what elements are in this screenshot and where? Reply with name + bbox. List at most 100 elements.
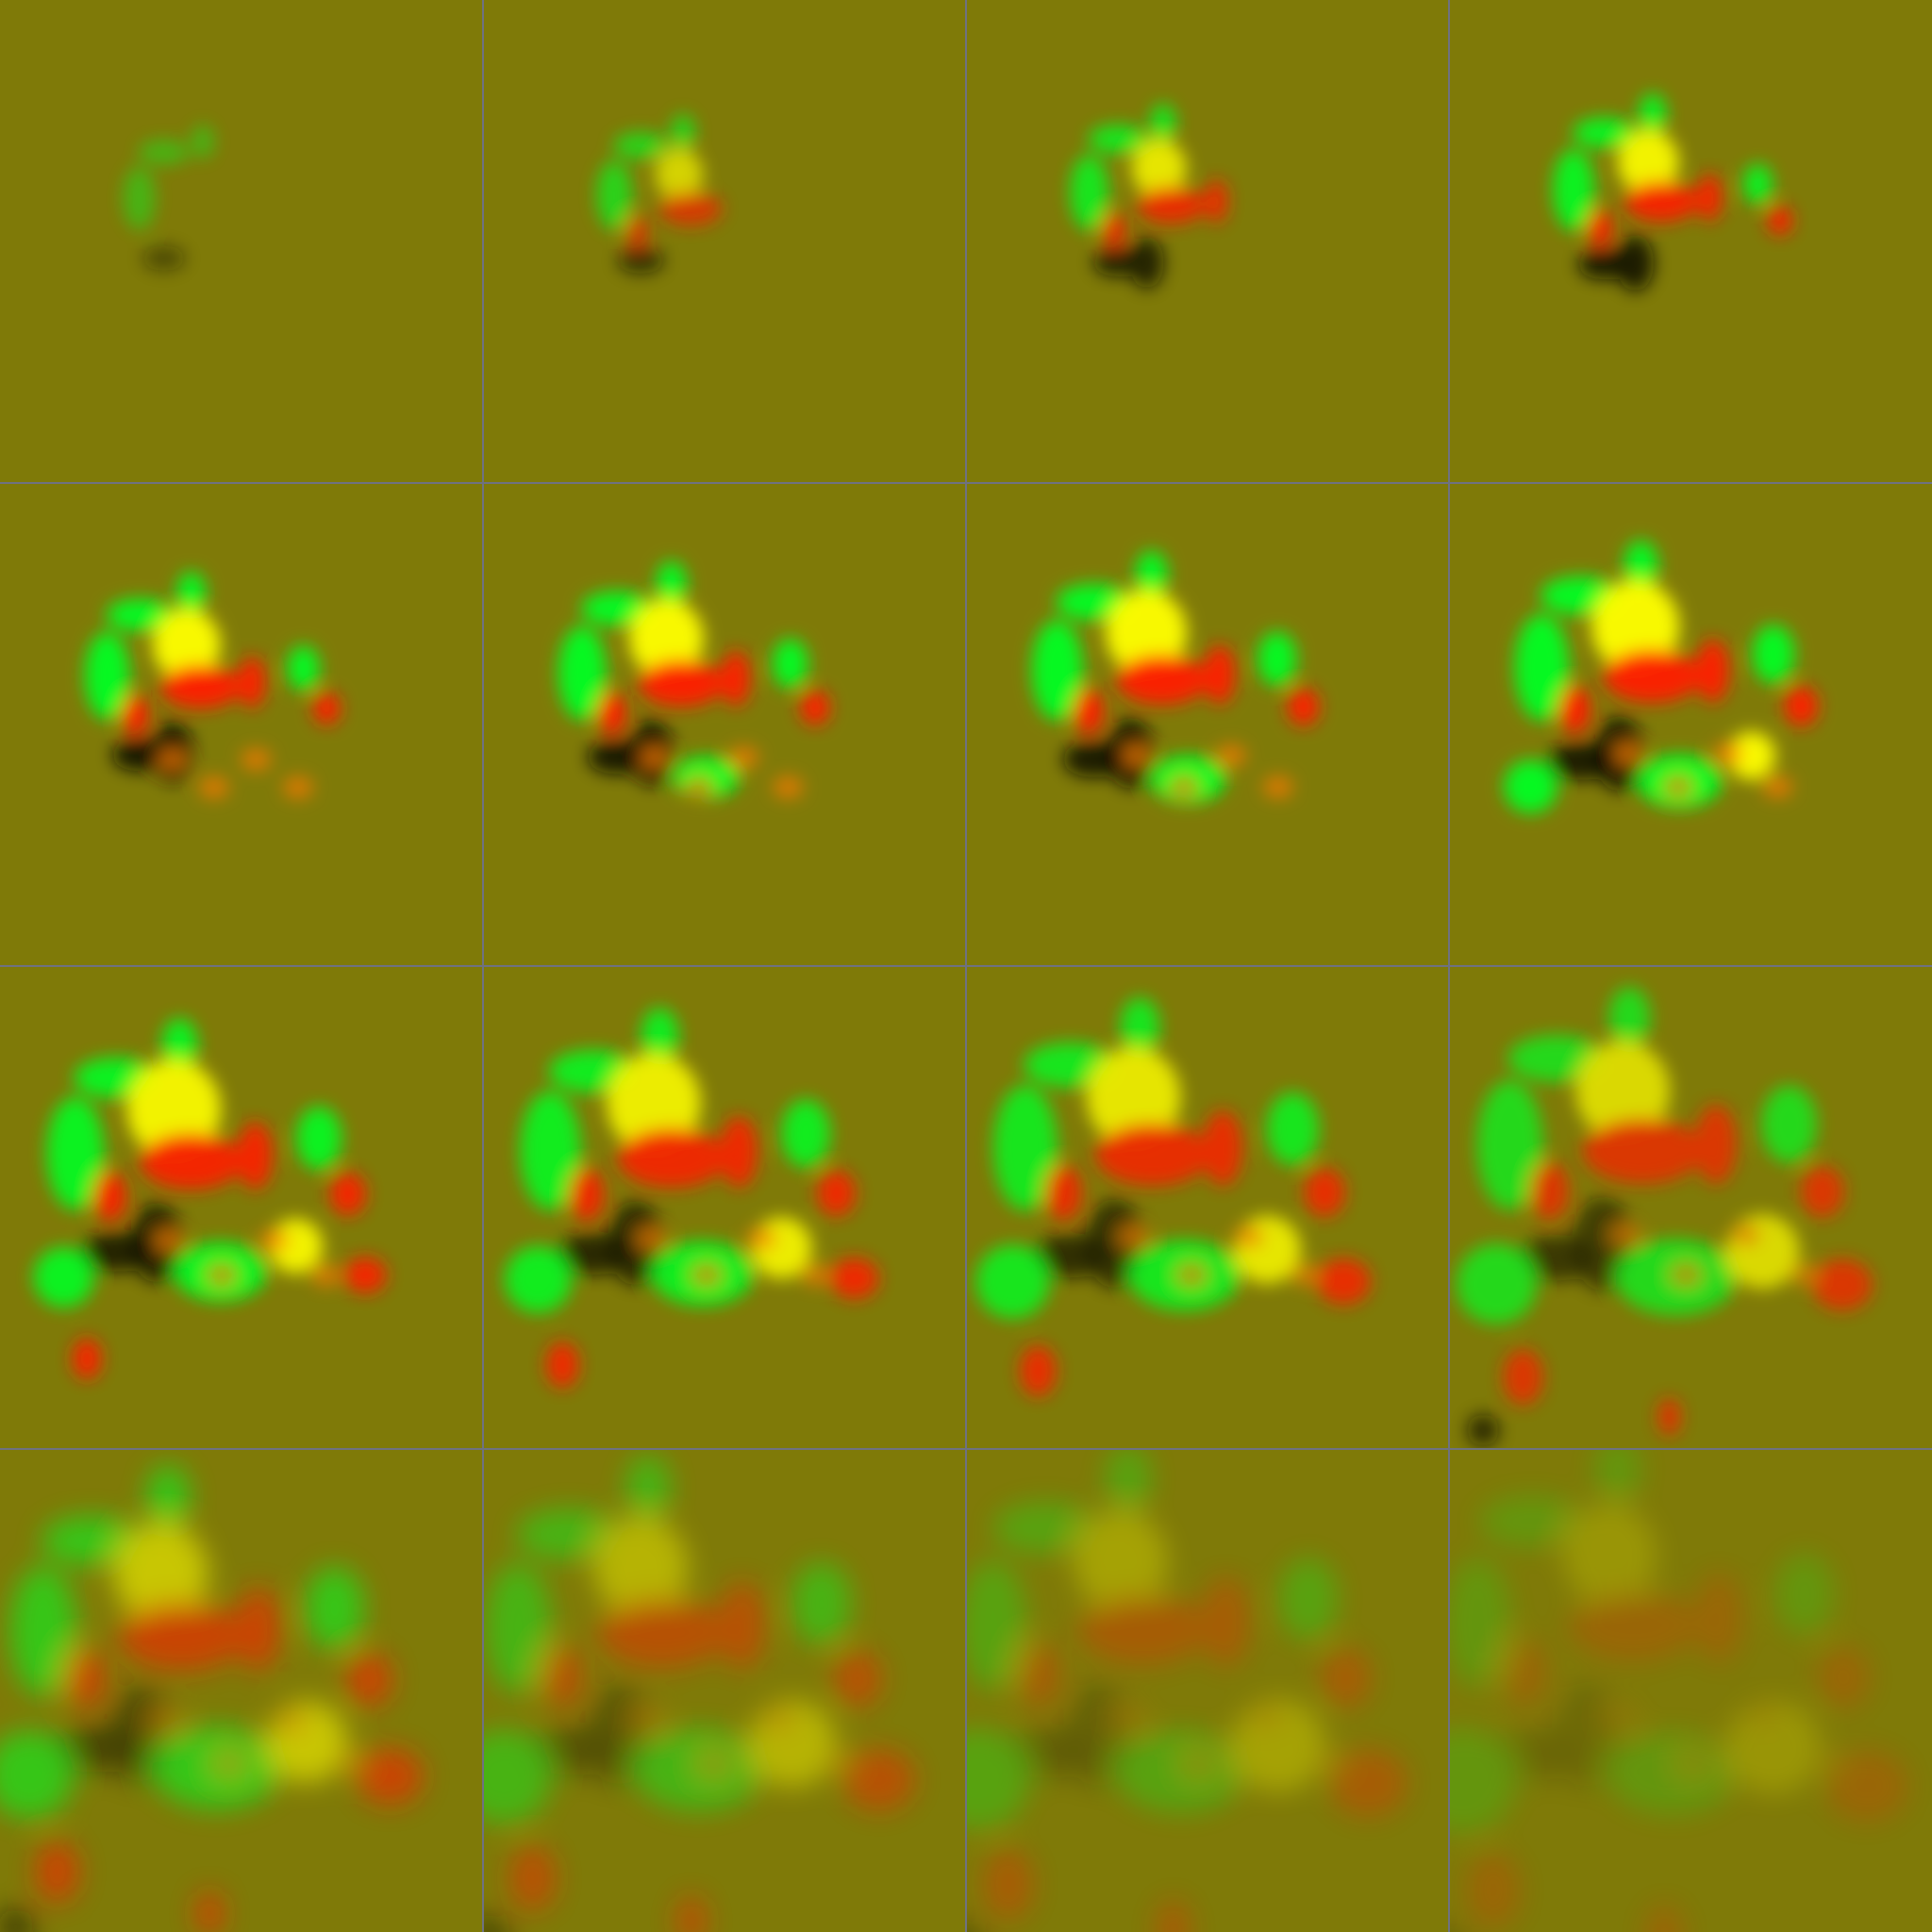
blob-positive — [1131, 139, 1187, 197]
blob-positive — [1562, 1506, 1657, 1606]
slice-panel-8 — [1449, 483, 1932, 966]
blob-red — [1115, 655, 1208, 706]
blob-green — [1608, 987, 1651, 1049]
blob-green — [1257, 631, 1297, 687]
blob-orange — [1762, 775, 1793, 799]
blob-red — [1204, 644, 1236, 705]
blob-red — [1203, 1109, 1243, 1186]
blob-positive — [152, 608, 221, 681]
blob-positive — [266, 1701, 348, 1783]
blob-orange — [1748, 1705, 1779, 1727]
blob-red — [1767, 206, 1792, 236]
blob-red — [35, 1840, 79, 1903]
blob-orange — [773, 775, 804, 799]
blob-dark — [1551, 1681, 1623, 1788]
blob-green — [1115, 1730, 1246, 1813]
blob-positive — [1575, 1041, 1671, 1141]
blob-orange — [1730, 1224, 1761, 1246]
blob-orange — [691, 1263, 723, 1287]
slice-panel-14 — [483, 1449, 966, 1932]
blob-red — [1695, 639, 1730, 703]
blob-red — [238, 656, 266, 708]
blob-green — [1476, 1079, 1543, 1210]
blob-green — [1150, 103, 1176, 143]
blob-red — [1645, 1904, 1684, 1932]
blob-orange — [746, 1227, 777, 1250]
blob-orange — [258, 1229, 290, 1252]
blob-red — [597, 691, 627, 735]
blob-red — [1695, 1573, 1743, 1663]
blob-red — [1316, 1257, 1372, 1306]
blob-red — [1582, 1117, 1704, 1184]
blob-red — [658, 192, 723, 226]
blob-red — [982, 1848, 1034, 1920]
blob-green — [975, 1244, 1050, 1319]
blob-orange — [207, 1263, 238, 1287]
blob-green — [1761, 1085, 1817, 1163]
blob-orange — [282, 775, 313, 799]
blob-positive — [1105, 590, 1188, 675]
blob-positive — [113, 1524, 208, 1624]
slice-panel-12 — [1449, 966, 1932, 1449]
blob-green — [791, 1562, 851, 1645]
blob-green — [106, 598, 175, 632]
blob-red — [1329, 1749, 1407, 1817]
blob-red — [160, 664, 242, 709]
blob-green — [520, 1091, 581, 1210]
blob-orange — [1122, 744, 1152, 767]
blob-green — [625, 1455, 671, 1522]
blob-red — [237, 1122, 274, 1190]
blob-green — [772, 638, 808, 689]
blob-red — [569, 1167, 605, 1222]
blob-green — [966, 1728, 1029, 1830]
slice-panel-16 — [1449, 1449, 1932, 1932]
blob-green — [516, 1508, 622, 1560]
blob-orange — [1116, 1707, 1147, 1729]
blob-green — [1266, 1092, 1319, 1166]
blob-green — [1607, 1732, 1738, 1815]
blob-positive — [593, 1518, 689, 1618]
blob-green — [46, 1096, 105, 1210]
blob-red — [617, 1127, 727, 1189]
blob-red — [72, 1338, 102, 1380]
slice-panel-1 — [0, 0, 483, 483]
blob-orange — [310, 1263, 341, 1287]
blob-dark — [0, 1908, 35, 1932]
blob-red — [1137, 186, 1206, 225]
blob-red — [1568, 1590, 1699, 1661]
blob-green — [1573, 117, 1637, 149]
blob-positive — [1617, 129, 1679, 195]
blob-dark — [966, 1920, 985, 1932]
blob-orange — [764, 1708, 795, 1731]
blob-orange — [728, 746, 759, 769]
blob-green — [123, 166, 156, 230]
blob-red — [329, 1172, 367, 1216]
blob-green — [1278, 1557, 1339, 1641]
blob-green — [1752, 625, 1795, 684]
blob-positive — [1086, 1047, 1181, 1147]
blob-green — [192, 125, 214, 158]
blob-red — [816, 1170, 857, 1217]
blob-orange — [1818, 1751, 1849, 1774]
blob-red — [675, 1895, 708, 1932]
blob-red — [833, 1650, 882, 1707]
slice-panel-13 — [0, 1449, 483, 1932]
blob-orange — [637, 1227, 667, 1250]
blob-red — [1078, 1593, 1208, 1665]
blob-orange — [1119, 1225, 1150, 1248]
blob-green — [295, 1106, 342, 1171]
slice-panel-4 — [1449, 0, 1932, 483]
blob-orange — [241, 748, 272, 771]
blob-red — [1016, 1641, 1060, 1707]
slice-panel-3 — [966, 0, 1449, 483]
blob-red — [800, 690, 830, 725]
blob-orange — [1662, 775, 1693, 799]
blob-positive — [1591, 580, 1680, 674]
blob-dark — [483, 1914, 511, 1932]
blob-green — [1456, 1243, 1538, 1324]
blob-red — [1205, 179, 1228, 224]
blob-positive — [1726, 1700, 1821, 1794]
blob-dark — [1467, 1414, 1499, 1446]
blob-dark — [618, 246, 664, 274]
blob-green — [1624, 540, 1658, 592]
